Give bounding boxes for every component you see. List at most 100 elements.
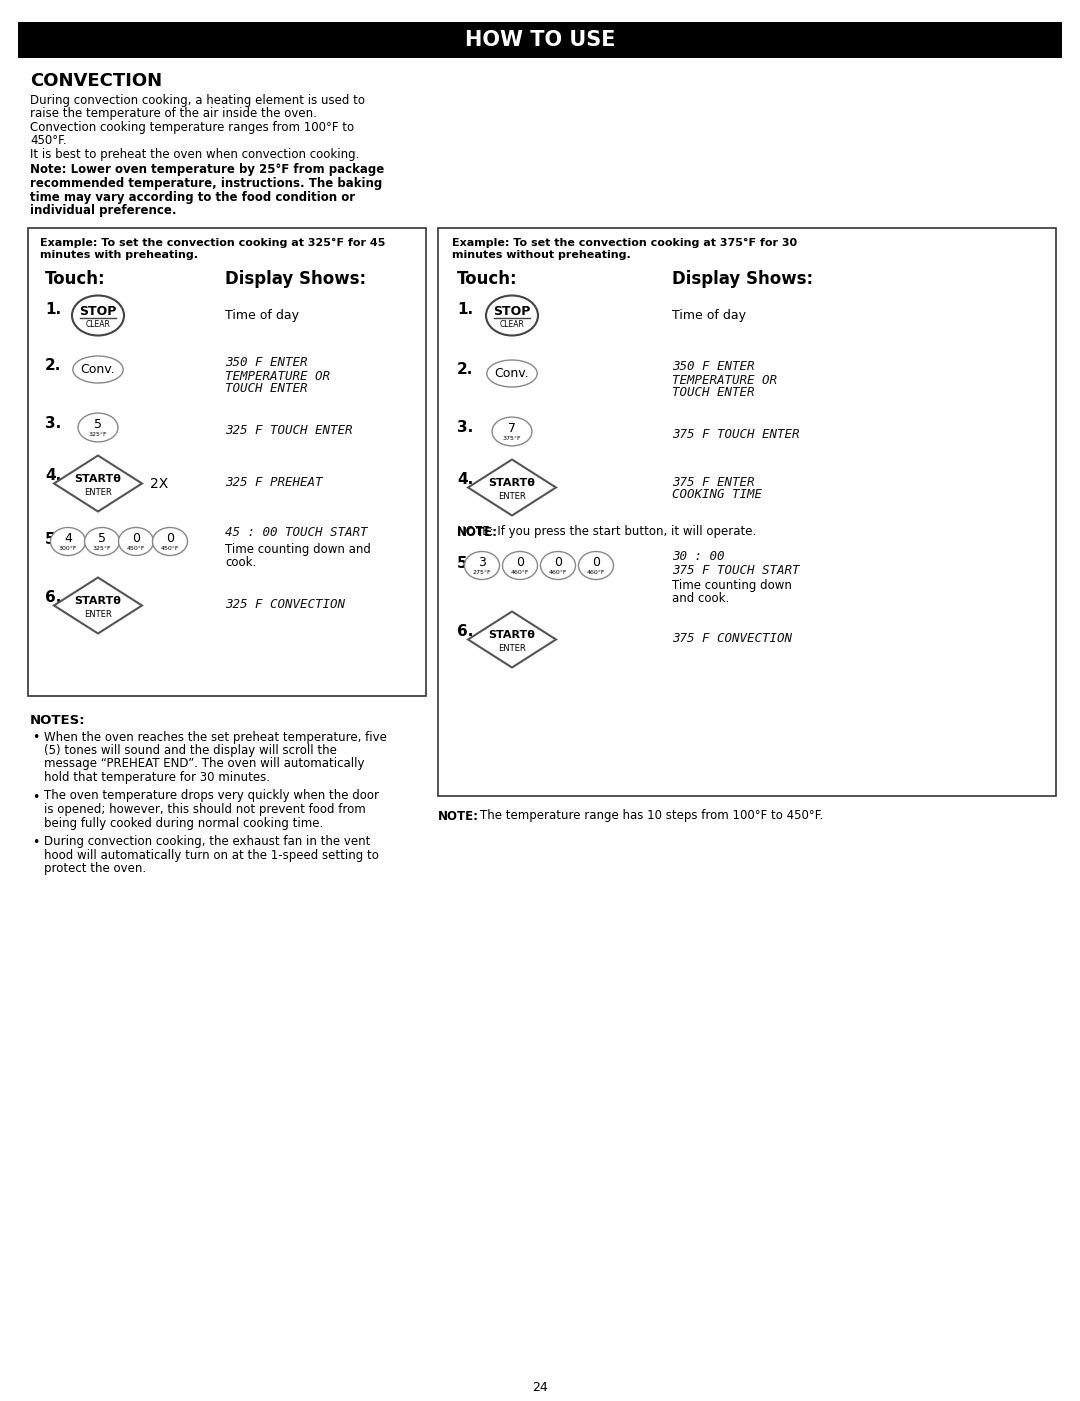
Text: 3: 3	[478, 556, 486, 569]
Text: 5: 5	[94, 417, 102, 432]
Text: 0: 0	[592, 556, 600, 569]
Text: Example: To set the convection cooking at 325°F for 45: Example: To set the convection cooking a…	[40, 238, 386, 248]
Ellipse shape	[84, 528, 120, 556]
Text: 2.: 2.	[457, 361, 473, 377]
Text: 450°F: 450°F	[126, 546, 145, 551]
Text: TOUCH ENTER: TOUCH ENTER	[672, 387, 755, 399]
Text: COOKING TIME: COOKING TIME	[672, 489, 762, 502]
Polygon shape	[54, 455, 141, 511]
Text: and cook.: and cook.	[672, 593, 729, 605]
Ellipse shape	[579, 552, 613, 580]
Text: Time counting down: Time counting down	[672, 580, 792, 593]
Text: Display Shows:: Display Shows:	[225, 269, 366, 287]
Polygon shape	[468, 611, 556, 667]
Bar	[438, 227, 1056, 796]
Text: message “PREHEAT END”. The oven will automatically: message “PREHEAT END”. The oven will aut…	[44, 758, 365, 771]
Text: 7: 7	[508, 422, 516, 434]
Text: 6.: 6.	[457, 623, 473, 639]
Text: recommended temperature, instructions. The baking: recommended temperature, instructions. T…	[30, 177, 382, 191]
Text: STARTθ: STARTθ	[75, 474, 121, 483]
Text: 450°F: 450°F	[161, 546, 179, 551]
Text: is opened; however, this should not prevent food from: is opened; however, this should not prev…	[44, 803, 366, 815]
Text: 325 F TOUCH ENTER: 325 F TOUCH ENTER	[225, 423, 352, 437]
Text: being fully cooked during normal cooking time.: being fully cooked during normal cooking…	[44, 817, 323, 829]
Text: 5: 5	[98, 532, 106, 545]
Text: •: •	[32, 790, 39, 804]
Text: 460°F: 460°F	[511, 570, 529, 574]
Text: Touch:: Touch:	[457, 269, 517, 287]
Text: cook.: cook.	[225, 556, 256, 569]
Text: minutes without preheating.: minutes without preheating.	[453, 251, 631, 261]
Text: During convection cooking, the exhaust fan in the vent: During convection cooking, the exhaust f…	[44, 835, 370, 848]
Text: 1.: 1.	[45, 303, 62, 317]
Text: hood will automatically turn on at the 1-speed setting to: hood will automatically turn on at the 1…	[44, 849, 379, 862]
Text: 0: 0	[554, 556, 562, 569]
Text: 375 F TOUCH START: 375 F TOUCH START	[672, 563, 799, 576]
Text: •: •	[32, 836, 39, 849]
Text: 5.: 5.	[457, 556, 473, 572]
Text: 325 F CONVECTION: 325 F CONVECTION	[225, 597, 345, 611]
Text: STARTθ: STARTθ	[488, 629, 536, 639]
Text: 0: 0	[166, 532, 174, 545]
Text: 375 F CONVECTION: 375 F CONVECTION	[672, 632, 792, 644]
Text: CONVECTION: CONVECTION	[30, 71, 162, 90]
Text: NOTE: If you press the start button, it will operate.: NOTE: If you press the start button, it …	[457, 525, 756, 538]
Text: 350 F ENTER: 350 F ENTER	[672, 360, 755, 374]
Ellipse shape	[78, 413, 118, 441]
Ellipse shape	[152, 528, 188, 556]
Text: 375 F ENTER: 375 F ENTER	[672, 475, 755, 489]
Text: STOP: STOP	[79, 305, 117, 318]
Text: ENTER: ENTER	[498, 492, 526, 502]
Text: NOTES:: NOTES:	[30, 713, 85, 727]
Text: 4.: 4.	[45, 468, 62, 483]
Text: 350 F ENTER: 350 F ENTER	[225, 356, 308, 370]
Polygon shape	[468, 460, 556, 516]
Text: During convection cooking, a heating element is used to: During convection cooking, a heating ele…	[30, 94, 365, 106]
Ellipse shape	[492, 417, 532, 446]
Text: 4: 4	[64, 532, 72, 545]
Text: 3.: 3.	[457, 420, 473, 434]
Text: TEMPERATURE OR: TEMPERATURE OR	[225, 370, 330, 382]
Text: 275°F: 275°F	[473, 570, 491, 574]
Text: 325°F: 325°F	[89, 432, 107, 437]
Text: 460°F: 460°F	[549, 570, 567, 574]
Text: 24: 24	[532, 1381, 548, 1394]
Text: Note: Lower oven temperature by 25°F from package: Note: Lower oven temperature by 25°F fro…	[30, 164, 384, 177]
Text: 45 : 00 TOUCH START: 45 : 00 TOUCH START	[225, 527, 367, 539]
Ellipse shape	[487, 360, 537, 387]
Bar	[28, 227, 426, 695]
Text: protect the oven.: protect the oven.	[44, 862, 146, 876]
Text: 6.: 6.	[45, 590, 62, 605]
Text: The temperature range has 10 steps from 100°F to 450°F.: The temperature range has 10 steps from …	[480, 810, 823, 822]
Text: STARTθ: STARTθ	[488, 478, 536, 488]
Text: ENTER: ENTER	[498, 644, 526, 653]
Text: Conv.: Conv.	[81, 363, 116, 375]
Text: 2X: 2X	[150, 476, 168, 490]
Text: STOP: STOP	[494, 305, 530, 318]
Ellipse shape	[51, 528, 85, 556]
Ellipse shape	[72, 356, 123, 382]
Text: 4.: 4.	[457, 472, 473, 488]
Ellipse shape	[72, 296, 124, 335]
Polygon shape	[54, 577, 141, 633]
Text: STARTθ: STARTθ	[75, 595, 121, 605]
Text: Convection cooking temperature ranges from 100°F to: Convection cooking temperature ranges fr…	[30, 120, 354, 134]
Text: ENTER: ENTER	[84, 488, 112, 497]
Text: •: •	[32, 731, 39, 744]
Text: 30 : 00: 30 : 00	[672, 551, 725, 563]
Text: Time counting down and: Time counting down and	[225, 544, 370, 556]
Text: Time of day: Time of day	[225, 310, 299, 322]
Text: Conv.: Conv.	[495, 367, 529, 380]
Text: raise the temperature of the air inside the oven.: raise the temperature of the air inside …	[30, 108, 316, 120]
Ellipse shape	[502, 552, 538, 580]
Text: Display Shows:: Display Shows:	[672, 269, 813, 287]
Text: 460°F: 460°F	[586, 570, 605, 574]
Text: NOTE:: NOTE:	[438, 810, 480, 822]
Text: 2.: 2.	[45, 359, 62, 373]
Text: It is best to preheat the oven when convection cooking.: It is best to preheat the oven when conv…	[30, 149, 360, 161]
Text: hold that temperature for 30 minutes.: hold that temperature for 30 minutes.	[44, 771, 270, 785]
Text: Example: To set the convection cooking at 375°F for 30: Example: To set the convection cooking a…	[453, 238, 797, 248]
Text: 3.: 3.	[45, 416, 62, 432]
Text: Time of day: Time of day	[672, 310, 746, 322]
Text: CLEAR: CLEAR	[500, 319, 525, 329]
